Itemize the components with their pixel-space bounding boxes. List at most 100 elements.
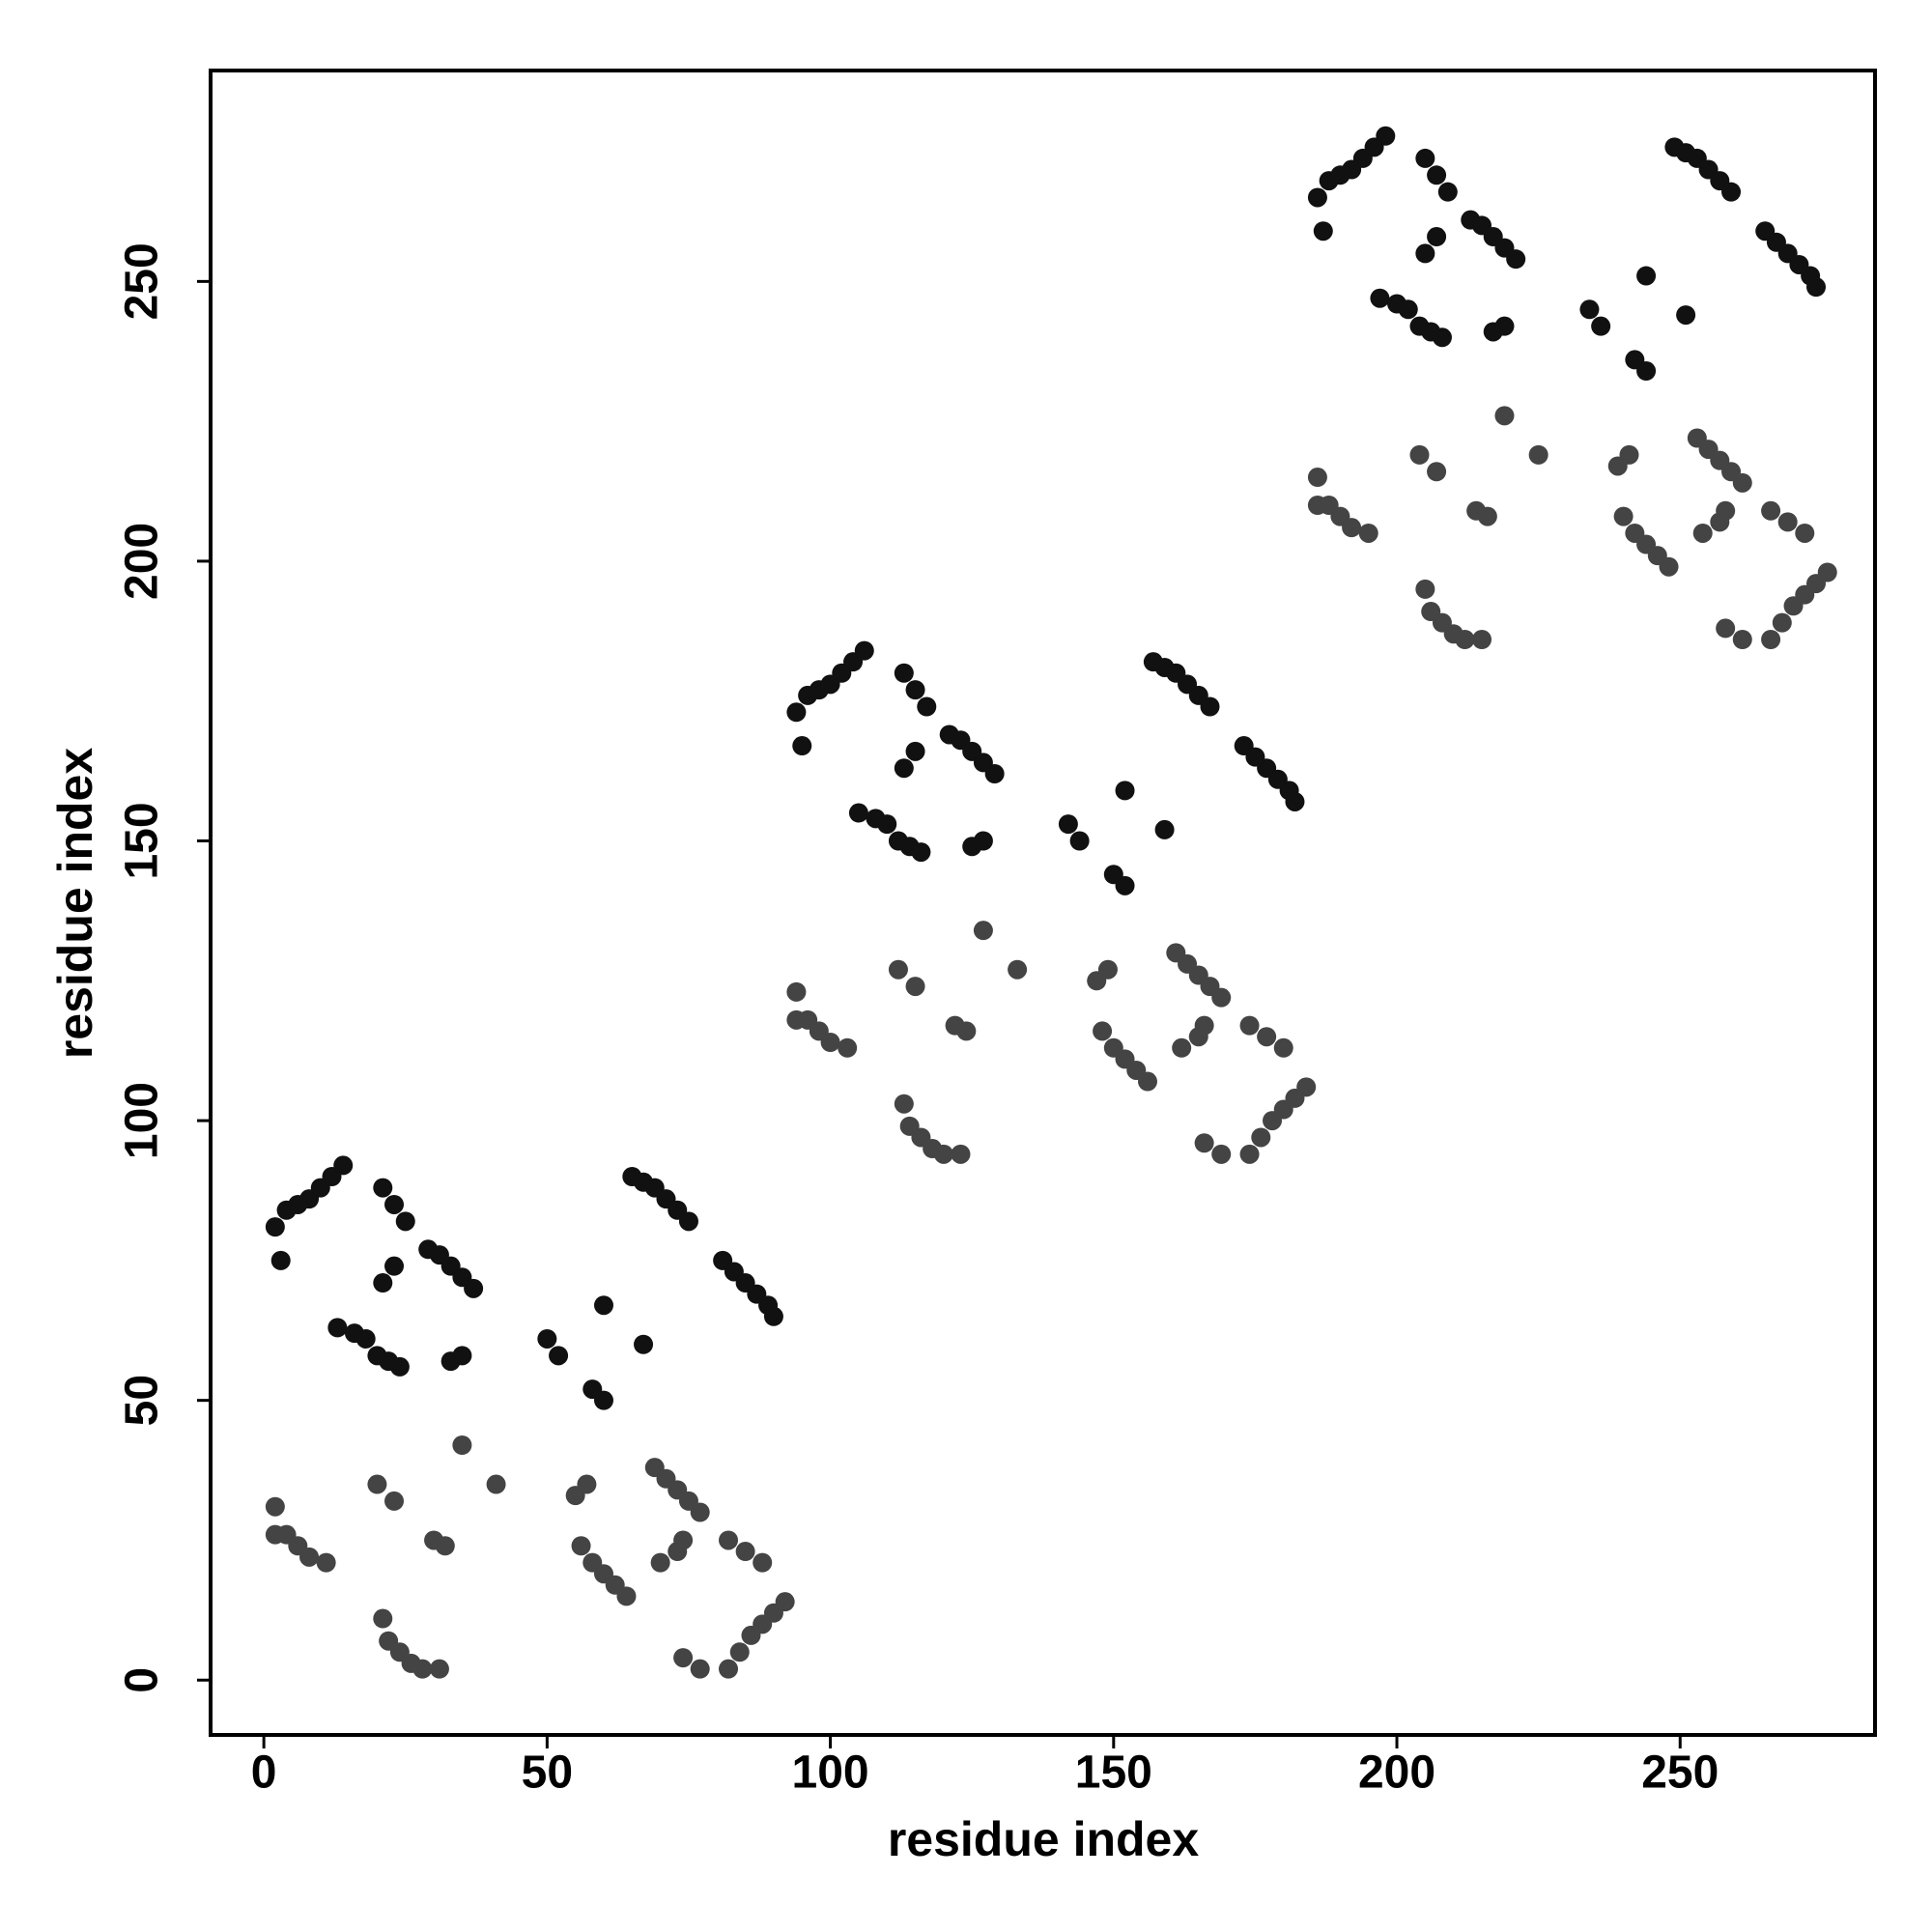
x-tick-label: 50 <box>522 1747 573 1799</box>
point <box>1313 221 1333 242</box>
point <box>1058 814 1078 835</box>
point <box>1257 1027 1277 1047</box>
point <box>452 1346 472 1366</box>
point <box>1472 630 1492 650</box>
point <box>763 1306 783 1326</box>
point <box>1093 1021 1113 1041</box>
point <box>820 1033 840 1053</box>
point <box>848 803 868 823</box>
point <box>1307 187 1327 208</box>
point <box>1636 266 1657 286</box>
point <box>1194 1015 1214 1036</box>
point <box>1296 1077 1317 1097</box>
point <box>265 1217 285 1237</box>
point <box>973 831 993 851</box>
point <box>1200 696 1220 717</box>
point <box>792 736 812 756</box>
point <box>911 842 931 863</box>
point <box>1415 579 1435 599</box>
point <box>270 1250 291 1270</box>
point <box>1506 249 1526 270</box>
point <box>1528 444 1548 465</box>
point <box>452 1435 472 1455</box>
y-tick-label: 0 <box>117 1667 168 1693</box>
point <box>888 959 908 980</box>
point <box>1772 612 1792 633</box>
point <box>549 1346 569 1366</box>
point <box>1154 819 1175 839</box>
point <box>650 1552 670 1573</box>
point <box>1761 630 1781 650</box>
point <box>1273 1037 1293 1058</box>
point <box>973 921 993 941</box>
point <box>894 758 914 779</box>
point <box>1211 987 1232 1008</box>
point <box>1806 277 1827 298</box>
point <box>486 1474 506 1494</box>
point <box>1409 444 1430 465</box>
point <box>690 1659 710 1679</box>
point <box>1777 512 1798 532</box>
point <box>1619 444 1639 465</box>
point <box>1415 148 1435 168</box>
y-tick-label: 150 <box>117 802 168 879</box>
point <box>729 1642 750 1662</box>
point <box>894 1094 914 1114</box>
point <box>1358 523 1378 543</box>
point <box>786 702 807 723</box>
point <box>1097 959 1118 980</box>
point <box>373 1178 393 1198</box>
point <box>735 1542 755 1562</box>
point <box>435 1536 455 1556</box>
point <box>1795 523 1815 543</box>
point <box>673 1648 694 1668</box>
point <box>1432 327 1452 348</box>
x-tick-label: 200 <box>1358 1747 1435 1799</box>
point <box>1817 562 1837 582</box>
point <box>327 1318 348 1338</box>
point <box>1239 1144 1260 1164</box>
point <box>1676 305 1696 326</box>
x-tick-label: 250 <box>1641 1747 1719 1799</box>
point <box>1398 299 1418 320</box>
point <box>933 1144 953 1164</box>
point <box>1721 182 1742 202</box>
x-axis-label: residue index <box>888 1812 1200 1866</box>
plot-frame <box>209 69 1877 1737</box>
point <box>854 640 874 661</box>
point <box>1008 959 1028 980</box>
point <box>389 1356 410 1377</box>
y-tick-label: 250 <box>117 242 168 320</box>
point <box>1069 831 1090 851</box>
point <box>1732 630 1752 650</box>
point <box>1494 316 1515 336</box>
point <box>753 1552 773 1573</box>
point <box>956 1021 977 1041</box>
x-tick-label: 150 <box>1075 1747 1152 1799</box>
point <box>877 814 897 835</box>
y-tick-label: 200 <box>117 523 168 600</box>
point <box>373 1273 393 1293</box>
point <box>367 1474 387 1494</box>
point <box>1370 288 1390 308</box>
point <box>905 680 925 700</box>
point <box>951 1144 971 1164</box>
point <box>593 1295 613 1316</box>
point <box>1437 182 1458 202</box>
point <box>1455 630 1475 650</box>
point <box>673 1530 694 1550</box>
point <box>265 1496 285 1517</box>
point <box>786 981 807 1002</box>
point <box>1285 791 1305 811</box>
x-tick-label: 100 <box>792 1747 869 1799</box>
point <box>316 1552 336 1573</box>
point <box>1716 618 1736 639</box>
point <box>719 1659 739 1679</box>
point <box>1172 1037 1192 1058</box>
point <box>917 696 937 717</box>
point <box>577 1474 597 1494</box>
point <box>1415 243 1435 264</box>
point <box>678 1211 698 1232</box>
point <box>1692 523 1713 543</box>
